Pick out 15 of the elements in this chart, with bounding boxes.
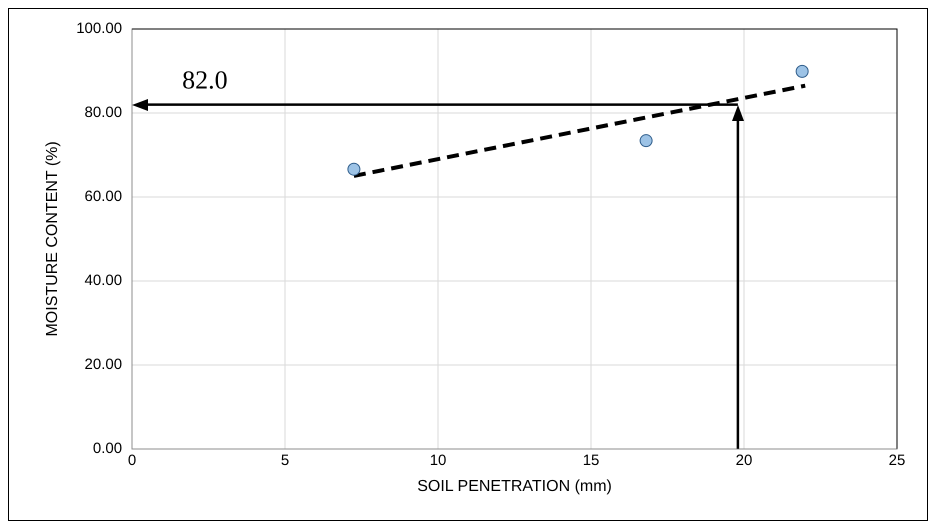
- x-tick-label: 0: [128, 452, 136, 469]
- y-tick-label: 0.00: [92, 440, 122, 457]
- x-tick-label: 25: [888, 452, 906, 469]
- x-tick-label: 20: [736, 452, 752, 469]
- y-tick-label: 60.00: [84, 188, 122, 206]
- y-tick-label: 100.00: [76, 20, 122, 38]
- y-axis-title: MOISTURE CONTENT (%): [44, 141, 62, 337]
- x-tick-label: 15: [582, 452, 600, 469]
- x-tick-label: 5: [280, 452, 290, 469]
- ref-line-label: 82.0: [182, 65, 228, 94]
- y-tick-label: 40.00: [84, 272, 122, 290]
- x-tick-label: 10: [430, 452, 446, 469]
- y-tick-label: 80.00: [84, 104, 122, 122]
- y-tick-label: 20.00: [84, 356, 122, 373]
- x-axis-title: SOIL PENETRATION (mm): [417, 478, 612, 495]
